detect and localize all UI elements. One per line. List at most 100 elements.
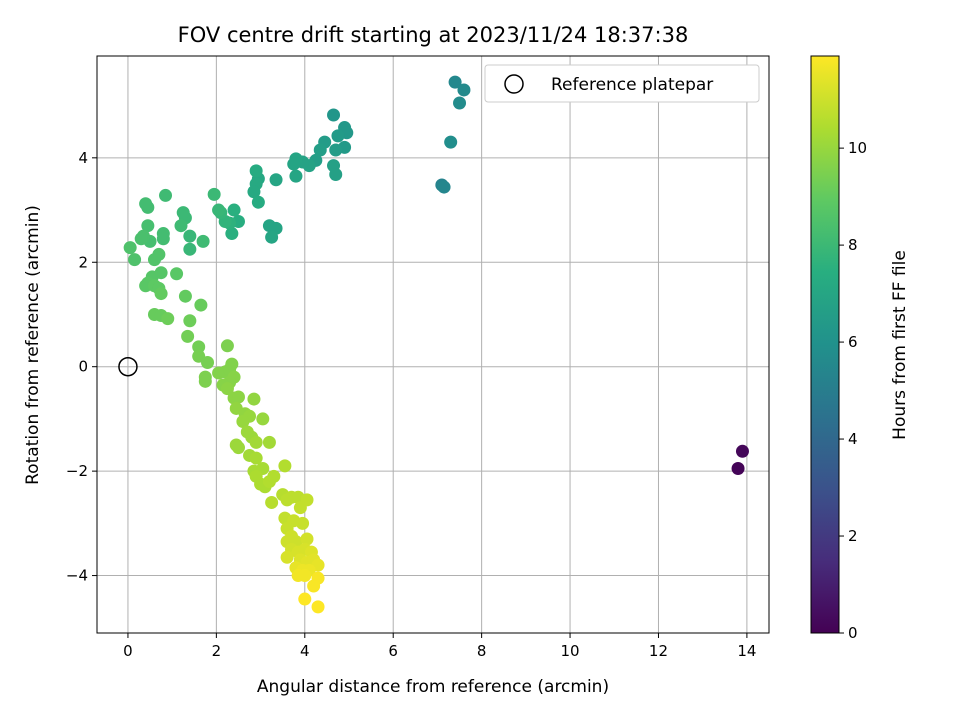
- data-point: [296, 516, 310, 530]
- legend-marker-icon: [504, 74, 524, 94]
- data-point: [220, 339, 234, 353]
- data-point: [311, 600, 325, 614]
- data-point: [278, 459, 292, 473]
- data-point: [280, 550, 294, 564]
- colorbar-tick-label: 2: [848, 527, 858, 545]
- data-point: [298, 569, 312, 583]
- data-point: [183, 314, 197, 328]
- data-point: [265, 230, 279, 244]
- legend: Reference platepar: [484, 64, 760, 103]
- data-point: [287, 157, 301, 171]
- y-axis-label: Rotation from reference (arcmin): [23, 205, 43, 485]
- x-axis-ticks: 0 2 4 6 8 10 12 14: [123, 633, 756, 660]
- data-point: [327, 108, 341, 122]
- data-point: [236, 415, 250, 429]
- data-point: [198, 374, 212, 388]
- data-point: [249, 451, 263, 465]
- data-point: [265, 495, 279, 509]
- x-tick-label: 2: [212, 642, 222, 660]
- x-tick-label: 14: [737, 642, 756, 660]
- data-point: [176, 206, 190, 220]
- data-point: [220, 382, 234, 396]
- data-point: [174, 219, 188, 233]
- data-point: [192, 340, 206, 354]
- data-point: [331, 129, 345, 143]
- data-point: [437, 180, 451, 194]
- data-point: [123, 241, 137, 255]
- data-point: [231, 441, 245, 455]
- y-axis-ticks: −4 −2 0 2 4: [66, 149, 97, 585]
- data-point: [453, 96, 467, 110]
- data-point: [249, 164, 263, 178]
- data-point: [134, 232, 148, 246]
- colorbar-ticks: 0 2 4 6 8 10: [839, 139, 867, 642]
- data-point: [269, 173, 283, 187]
- data-point: [307, 579, 321, 593]
- plot-frame: [96, 55, 770, 634]
- x-tick-label: 8: [477, 642, 487, 660]
- colorbar-tick-label: 8: [848, 236, 858, 254]
- data-point: [256, 412, 270, 426]
- data-point: [194, 298, 208, 312]
- data-point: [181, 329, 195, 343]
- data-point: [289, 169, 303, 183]
- data-point: [457, 83, 471, 97]
- x-axis-label: Angular distance from reference (arcmin): [257, 677, 609, 697]
- data-point: [735, 444, 749, 458]
- colorbar-tick-label: 0: [848, 624, 858, 642]
- data-point: [231, 390, 245, 404]
- legend-box: [484, 64, 760, 103]
- data-point: [225, 357, 239, 371]
- colorbar-tick-label: 10: [848, 139, 867, 157]
- colorbar-label: Hours from first FF file: [890, 250, 910, 440]
- y-tick-label: 2: [78, 253, 88, 271]
- data-point: [251, 195, 265, 209]
- data-point: [247, 185, 261, 199]
- data-point: [267, 469, 281, 483]
- x-tick-label: 4: [300, 642, 310, 660]
- colorbar-gradient: [810, 55, 840, 634]
- data-point: [300, 532, 314, 546]
- data-point: [212, 203, 226, 217]
- data-point: [159, 188, 173, 202]
- colorbar: 0 2 4 6 8 10 Hours from first FF file: [810, 55, 910, 642]
- data-point: [247, 392, 261, 406]
- y-tick-label: −2: [66, 462, 88, 480]
- data-point: [444, 135, 458, 149]
- y-tick-label: −4: [66, 567, 88, 585]
- scatter-points: [123, 75, 749, 614]
- data-point: [154, 287, 168, 301]
- data-point: [225, 227, 239, 241]
- y-tick-label: 4: [78, 149, 88, 167]
- data-point: [196, 234, 210, 248]
- colorbar-tick-label: 4: [848, 430, 858, 448]
- reference-platepar-marker: [118, 356, 138, 377]
- data-point: [170, 267, 184, 281]
- chart-title: FOV centre drift starting at 2023/11/24 …: [178, 23, 689, 47]
- data-point: [128, 253, 142, 267]
- data-point: [139, 197, 153, 211]
- data-point: [201, 356, 215, 370]
- data-point: [293, 501, 307, 515]
- data-point: [183, 242, 197, 256]
- data-point: [313, 143, 327, 157]
- data-point: [156, 232, 170, 246]
- data-point: [448, 75, 462, 89]
- x-tick-label: 12: [649, 642, 668, 660]
- colorbar-tick-label: 6: [848, 333, 858, 351]
- x-tick-label: 10: [561, 642, 580, 660]
- data-point: [207, 187, 221, 201]
- data-point: [249, 435, 263, 449]
- data-point: [329, 143, 343, 157]
- data-point: [183, 229, 197, 243]
- data-point: [141, 219, 155, 233]
- data-point: [262, 435, 276, 449]
- y-tick-label: 0: [78, 358, 88, 376]
- data-point: [147, 253, 161, 267]
- data-point: [329, 168, 343, 182]
- data-point: [161, 312, 175, 326]
- data-point: [227, 203, 241, 217]
- data-point: [298, 592, 312, 606]
- x-tick-label: 0: [123, 642, 133, 660]
